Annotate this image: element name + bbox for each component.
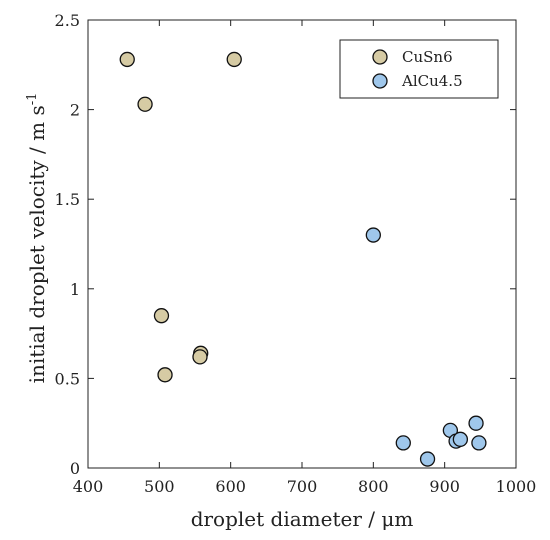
y-tick-label: 1.5 [55,190,80,209]
legend-box [339,39,499,99]
y-tick-label: 0 [70,459,80,478]
data-point-cusn6 [153,308,170,324]
x-tick-label: 800 [358,477,389,496]
x-axis-title: droplet diameter / μm [191,507,414,531]
data-point-cusn6 [226,51,242,68]
data-point-cusn6 [137,96,153,112]
y-axis-title-main: initial droplet velocity / m s [25,105,49,383]
x-axis: 400 500 600 700 800 900 1000 [73,20,537,496]
data-point-cusn6 [157,367,173,383]
y-tick-label: 0.5 [55,369,80,388]
data-point-alcu4-5 [365,227,381,243]
x-tick-label: 400 [73,477,104,496]
data-point-alcu4-5 [468,415,484,431]
x-tick-label: 900 [429,477,460,496]
legend-marker [372,49,388,65]
y-axis-title-exponent: -1 [25,93,40,106]
y-tick-label: 2.5 [55,11,80,30]
data-point-alcu4-5 [471,435,487,451]
legend-marker [372,73,388,89]
data-point-alcu4-5 [395,435,411,451]
data-points [119,51,487,467]
data-point-cusn6 [119,51,135,68]
data-point-cusn6 [192,349,208,365]
legend: CuSn6 AlCu4.5 [339,39,499,99]
x-tick-label: 600 [215,477,246,496]
x-tick-label: 700 [287,477,318,496]
legend-label: AlCu4.5 [401,72,463,90]
y-tick-label: 2 [70,101,80,120]
y-axis-title: initial droplet velocity / m s-1 [25,93,49,384]
x-tick-label: 1000 [496,477,537,496]
legend-label: CuSn6 [402,48,453,66]
y-tick-label: 1 [70,280,80,299]
data-point-alcu4-5 [452,431,469,447]
data-point-alcu4-5 [419,451,436,467]
y-axis: 0 0.5 1 1.5 2 2.5 [55,11,516,478]
x-tick-label: 500 [144,477,175,496]
